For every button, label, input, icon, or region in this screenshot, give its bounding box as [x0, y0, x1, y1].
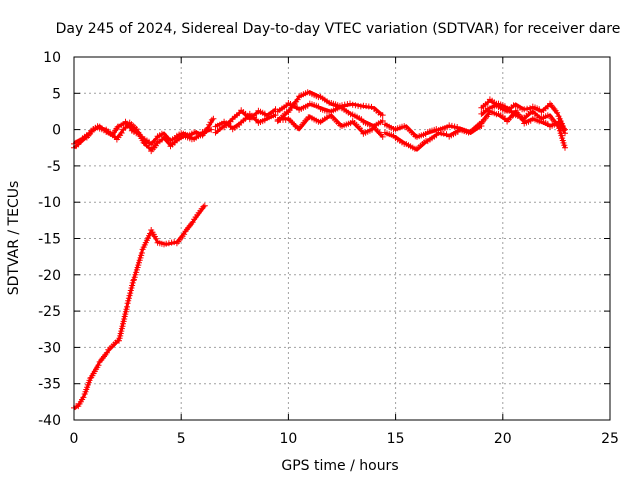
- data-point: [485, 111, 492, 118]
- data-point: [294, 96, 301, 103]
- data-point: [140, 139, 147, 146]
- data-point: [344, 101, 351, 108]
- x-axis-label: GPS time / hours: [281, 458, 398, 474]
- data-point: [210, 115, 217, 122]
- series-track: [71, 202, 208, 411]
- x-tick-label: 15: [387, 431, 405, 447]
- y-tick-label: 10: [43, 50, 61, 66]
- data-point: [253, 116, 260, 123]
- series-line: [276, 90, 384, 128]
- series-track: [71, 119, 215, 155]
- data-point: [448, 122, 455, 129]
- x-tick-label: 20: [494, 431, 512, 447]
- y-tick-label: -20: [38, 268, 61, 284]
- data-point: [562, 130, 568, 137]
- data-point: [129, 282, 136, 289]
- data-point: [165, 240, 172, 247]
- data-point: [562, 144, 568, 151]
- data-point: [510, 110, 517, 117]
- data-point: [379, 112, 386, 119]
- data-point: [379, 133, 386, 140]
- data-point: [125, 295, 132, 302]
- data-point: [118, 130, 125, 136]
- series-track: [274, 89, 386, 130]
- chart-title: Day 245 of 2024, Sidereal Day-to-day VTE…: [56, 21, 621, 37]
- data-point: [352, 102, 359, 109]
- data-point: [253, 110, 260, 117]
- data-point: [171, 239, 178, 246]
- series-track: [274, 100, 386, 119]
- data-point: [127, 290, 134, 297]
- y-tick-label: -15: [38, 232, 61, 248]
- y-tick-label: -5: [47, 159, 61, 175]
- x-tick-label: 5: [177, 431, 186, 447]
- series-track: [381, 119, 485, 140]
- data-point: [111, 133, 118, 140]
- data-point: [130, 277, 137, 284]
- data-point: [124, 122, 131, 129]
- series-track: [478, 107, 568, 137]
- series-track: [212, 110, 279, 133]
- data-point: [339, 102, 345, 109]
- data-point: [357, 103, 364, 110]
- axis-ticks: 0 5 10 15 20 25 10 5 0 -5 -10 -15 -20 -25 -30 -35 -40: [38, 50, 619, 447]
- data-point: [272, 112, 279, 119]
- data-point: [95, 362, 102, 369]
- data-point: [501, 115, 508, 122]
- data-point: [227, 123, 234, 130]
- y-tick-label: 5: [52, 86, 61, 102]
- data-point: [103, 349, 110, 356]
- data-point: [208, 126, 215, 133]
- y-tick-label: -35: [38, 377, 61, 393]
- y-axis-label: SDTVAR / TECUs: [6, 181, 22, 296]
- data-point: [153, 235, 160, 242]
- y-tick-label: -40: [38, 413, 61, 429]
- x-tick-label: 0: [70, 431, 79, 447]
- data-point: [146, 144, 152, 151]
- data-point: [181, 231, 188, 238]
- data-point: [358, 127, 365, 134]
- data-point: [282, 116, 289, 123]
- y-tick-label: -25: [38, 304, 61, 320]
- y-tick-label: 0: [52, 123, 61, 139]
- data-point: [554, 109, 561, 116]
- plot-data: [71, 89, 568, 411]
- data-point: [519, 116, 526, 123]
- data-point: [379, 117, 386, 124]
- data-point: [124, 303, 130, 310]
- data-point: [133, 126, 140, 132]
- data-point: [236, 110, 243, 117]
- data-point: [440, 130, 447, 137]
- x-tick-label: 10: [279, 431, 297, 447]
- x-tick-label: 25: [601, 431, 619, 447]
- series-track: [478, 96, 568, 133]
- y-tick-label: -30: [38, 340, 61, 356]
- series-track: [274, 112, 386, 140]
- data-point: [80, 394, 87, 401]
- data-point: [493, 100, 500, 107]
- data-point: [347, 100, 353, 107]
- y-tick-label: -10: [38, 195, 61, 211]
- data-point: [201, 202, 208, 209]
- data-point: [560, 127, 567, 134]
- data-point: [165, 139, 172, 146]
- data-point: [138, 250, 145, 256]
